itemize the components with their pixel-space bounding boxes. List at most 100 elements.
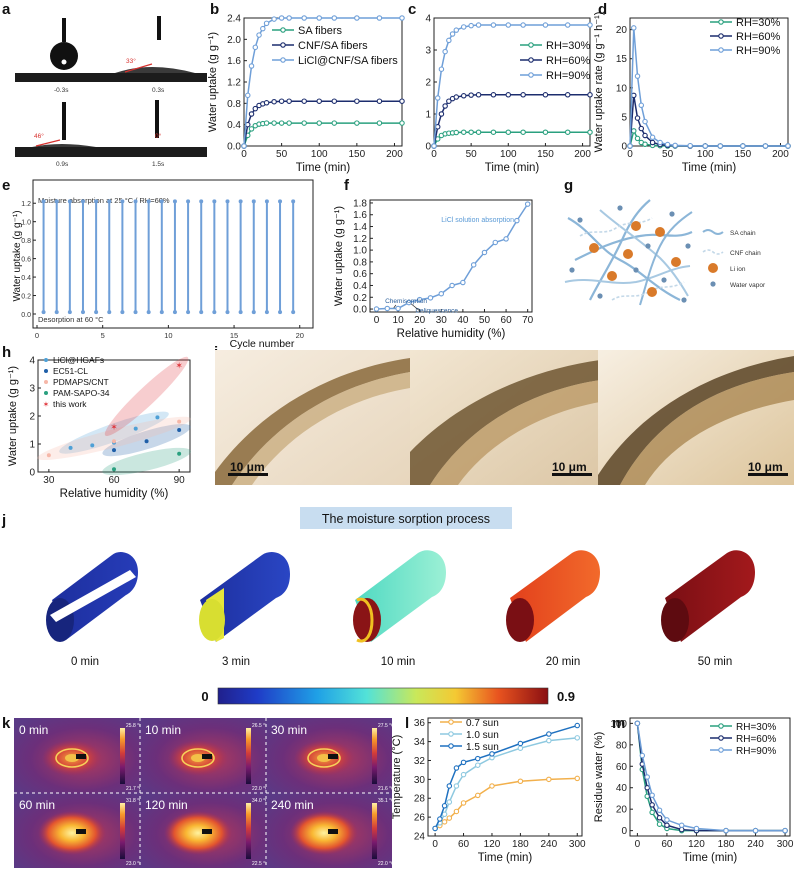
cylinder-50min	[661, 550, 755, 642]
point-b-2-9	[286, 15, 292, 21]
cycle-top-12	[199, 199, 204, 204]
flat-droplet	[32, 144, 96, 147]
thermal-cbar-bottom-1: 22.0 °C	[252, 786, 269, 792]
legend-label-c-2: RH=90%	[546, 70, 591, 82]
legend-label-h-0: LiCl@HGAFs	[53, 355, 104, 365]
ylabel-d: Water uptake rate (g g⁻¹ h⁻¹)	[593, 12, 605, 153]
ytick-label-b-6: 2.4	[227, 14, 241, 25]
point-d-2-8	[672, 142, 678, 149]
chart-f: f 0 10 20 30 40 50 60 70 0.00.20.40.60.81.01.21.4…	[333, 177, 534, 340]
thermal-colorbar-3	[120, 803, 125, 859]
cycle-top-0	[41, 199, 46, 204]
colorbar-j	[217, 687, 549, 705]
point-l-0-8	[517, 778, 524, 784]
point-c-1-9	[475, 92, 482, 98]
cycle-top-2	[67, 199, 72, 204]
point-d-2-4	[642, 118, 648, 125]
panel-label-d: d	[598, 1, 607, 18]
xtick-label-m-1: 60	[661, 839, 673, 850]
ytick-label-h-4: 4	[29, 356, 35, 367]
xtick-label-b-0: 0	[241, 149, 247, 160]
point-b-2-14	[376, 15, 383, 21]
cylinder-0min	[46, 551, 138, 642]
ytick-label-m-0: 0	[621, 826, 627, 837]
point-l-2-6	[475, 755, 481, 762]
point-m-2-9	[752, 827, 759, 834]
droplet-highlight	[61, 59, 67, 65]
process-banner-text: The moisture sorption process	[322, 512, 490, 526]
panel-label-c: c	[408, 1, 416, 18]
ytick-label-b-2: 0.8	[227, 99, 241, 110]
point-m-1-6	[678, 826, 685, 833]
angle-33: 33°	[126, 57, 136, 65]
point-h-0-0	[68, 445, 73, 450]
point-d-2-6	[657, 139, 663, 146]
point-b-0-7	[271, 120, 277, 126]
series-line-b-2	[243, 17, 402, 147]
panel-k: k 0 min 25.8 °C 21.7 °C 10 min 26.5 °C 22.0 °…	[2, 715, 395, 868]
point-b-1-13	[354, 98, 360, 104]
legend-li-ion: Li ion	[730, 266, 746, 273]
point-l-2-8	[517, 740, 524, 747]
series-line-b-1	[243, 100, 402, 147]
point-f-0-0	[373, 306, 380, 312]
core-2	[317, 754, 331, 762]
point-d-2-1	[631, 25, 637, 31]
thermal-cbar-bottom-2: 21.6 °C	[378, 786, 395, 792]
thermal-colorbar-4	[246, 803, 251, 859]
ytick-label-c-3: 3	[425, 46, 431, 57]
point-m-2-4	[656, 807, 663, 814]
point-b-2-8	[278, 15, 285, 21]
cycle-bottom-5	[107, 310, 112, 315]
point-f-0-11	[492, 239, 499, 246]
point-b-2-1	[245, 92, 251, 99]
time-j-3: 20 min	[546, 656, 581, 668]
point-l-1-6	[475, 762, 481, 768]
legend-marker-h-3	[44, 391, 48, 395]
point-c-2-1	[434, 95, 441, 101]
marker-4	[202, 829, 212, 834]
xtick-label-c-2: 100	[500, 149, 517, 160]
ytick-label-h-1: 1	[29, 440, 35, 451]
annotation-deliquescence: Deliquescence	[415, 308, 458, 315]
point-b-0-11	[316, 120, 322, 126]
cycle-trace	[41, 199, 296, 315]
cycle-bottom-18	[278, 310, 283, 315]
legend-label-l-0: 0.7 sun	[466, 718, 499, 729]
point-c-2-10	[490, 22, 497, 28]
point-l-2-7	[489, 751, 495, 757]
point-d-2-5	[649, 134, 656, 141]
panel-g: g SA c	[564, 177, 766, 306]
legend-cnf-chain-icon	[702, 249, 724, 255]
ring-1	[181, 748, 215, 768]
point-c-0-12	[520, 129, 526, 135]
panel-label-h: h	[2, 344, 11, 361]
point-b-0-9	[286, 120, 292, 126]
point-l-1-4	[453, 783, 460, 789]
cycle-top-9	[159, 199, 164, 204]
point-l-0-4	[453, 808, 460, 815]
point-d-2-13	[762, 143, 769, 149]
panel-j: j The moisture sorption process 0 min 3 …	[1, 507, 755, 705]
ytick-label-l-2: 28	[414, 794, 426, 805]
thermal-cbar-bottom-5: 22.0 °C	[378, 861, 395, 867]
legend-marker-c-0	[528, 42, 534, 48]
cylinder-10min	[353, 550, 446, 643]
ytick-label-h-0: 0	[29, 468, 35, 479]
cycle-bottom-3	[80, 310, 85, 315]
plot-area-l	[427, 717, 583, 837]
xtick-label-f-1: 10	[393, 315, 405, 326]
process-banner	[300, 507, 512, 529]
point-b-2-12	[331, 15, 338, 21]
cycle-top-10	[172, 199, 177, 204]
xtick-label-l-0: 0	[432, 839, 438, 850]
cycle-ytick-label-5: 1.0	[21, 220, 31, 227]
legend-label-m-2: RH=90%	[736, 746, 776, 757]
ytick-label-b-0: 0.0	[227, 142, 241, 153]
legend-marker-m-2	[718, 747, 724, 753]
ytick-label-f-5: 1.0	[353, 246, 367, 257]
xtick-label-b-3: 150	[349, 149, 366, 160]
legend-label-l-1: 1.0 sun	[466, 730, 499, 741]
thermal-time-5: 240 min	[271, 798, 314, 812]
point-c-2-15	[587, 22, 593, 28]
